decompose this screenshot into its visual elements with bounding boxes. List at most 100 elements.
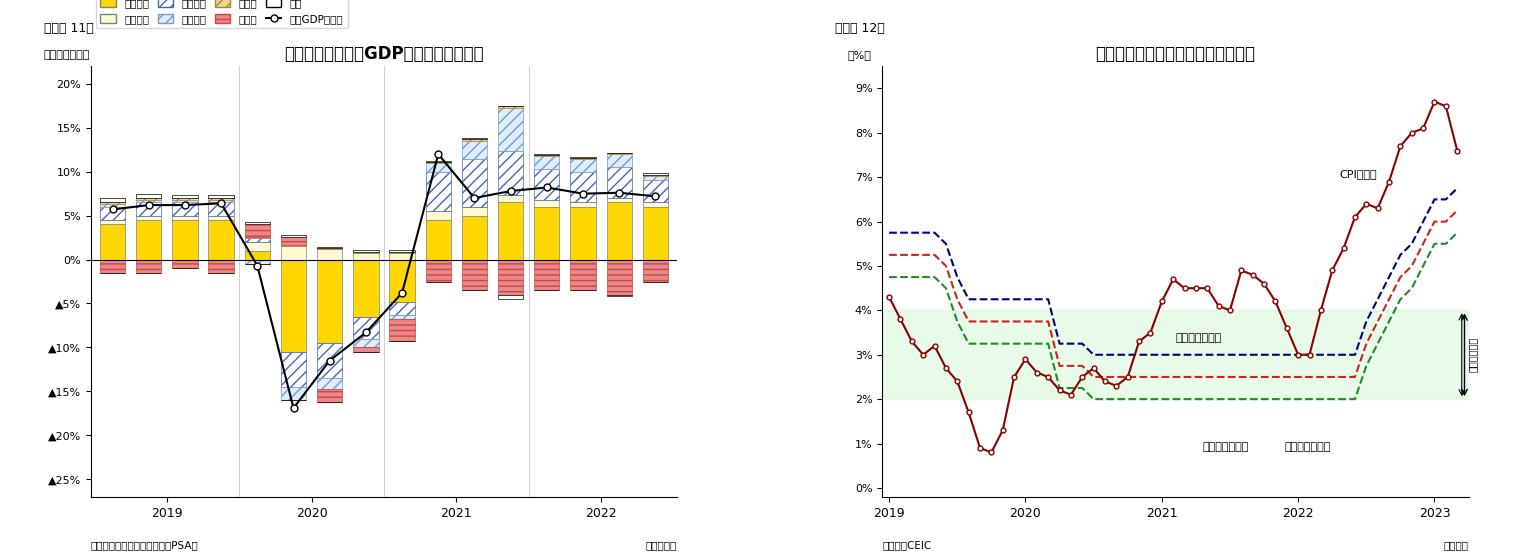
Bar — [425, 161, 451, 162]
Bar — [643, 207, 668, 259]
Bar — [498, 151, 524, 195]
Text: （図表 11）: （図表 11） — [44, 22, 94, 35]
Legend: 民間消費, 政府消費, 資本投資, 在庫変動, 貴重品, 純輸出, 誤差, 実質GDP成長率: 民間消費, 政府消費, 資本投資, 在庫変動, 貴重品, 純輸出, 誤差, 実質… — [95, 0, 348, 28]
Bar — [498, 195, 524, 203]
Bar — [353, 252, 378, 259]
Bar — [280, 387, 306, 400]
Bar — [316, 248, 342, 249]
Bar — [534, 156, 560, 169]
Bar — [534, 259, 560, 290]
Bar — [534, 200, 560, 207]
Bar — [209, 216, 233, 220]
Text: （月次）: （月次） — [1443, 540, 1469, 550]
Bar — [136, 203, 162, 216]
Bar — [353, 347, 378, 352]
Bar — [173, 200, 198, 203]
Bar — [173, 220, 198, 259]
Bar — [100, 220, 126, 225]
Bar — [173, 259, 198, 268]
Bar — [607, 154, 631, 167]
Bar — [389, 252, 415, 259]
Bar — [280, 352, 306, 387]
Bar — [571, 207, 595, 259]
Text: CPI上昇率: CPI上昇率 — [1338, 169, 1376, 179]
Text: （%）: （%） — [848, 50, 871, 60]
Bar — [100, 198, 126, 203]
Bar — [280, 259, 306, 352]
Bar — [643, 173, 668, 175]
Bar — [245, 237, 269, 242]
Bar — [136, 194, 162, 198]
Bar — [353, 250, 378, 252]
Bar — [643, 176, 668, 181]
Text: （四半期）: （四半期） — [646, 540, 677, 550]
Bar — [173, 203, 198, 216]
Bar — [425, 172, 451, 211]
Bar — [173, 195, 198, 198]
Bar — [462, 259, 488, 290]
Bar — [316, 259, 342, 343]
Bar — [280, 246, 306, 259]
Bar — [353, 317, 378, 338]
Bar — [136, 220, 162, 259]
Bar — [209, 203, 233, 216]
Bar — [100, 225, 126, 259]
Bar — [462, 158, 488, 207]
Bar — [571, 157, 595, 158]
Bar — [100, 204, 126, 207]
Bar — [280, 235, 306, 237]
Bar — [425, 259, 451, 282]
Title: フィリピンの実質GDP成長率（需要側）: フィリピンの実質GDP成長率（需要側） — [285, 45, 484, 63]
Bar — [100, 259, 126, 273]
Bar — [607, 167, 631, 198]
Bar — [389, 259, 415, 302]
Bar — [209, 198, 233, 200]
Bar — [280, 237, 306, 246]
Text: 翌日物貸出金利: 翌日物貸出金利 — [1175, 333, 1222, 343]
Bar — [353, 338, 378, 347]
Bar — [425, 163, 451, 172]
Title: フィリピンのインフレ率と政策金利: フィリピンのインフレ率と政策金利 — [1096, 45, 1255, 63]
Bar — [209, 259, 233, 273]
Bar — [425, 211, 451, 220]
Bar — [607, 259, 631, 295]
Bar — [245, 251, 269, 259]
Bar — [209, 200, 233, 203]
Bar — [136, 216, 162, 220]
Bar — [534, 154, 560, 155]
Bar — [643, 175, 668, 176]
Bar — [136, 198, 162, 200]
Bar — [643, 203, 668, 207]
Bar — [643, 259, 668, 282]
Bar — [498, 259, 524, 295]
Text: （資料）CEIC: （資料）CEIC — [883, 540, 931, 550]
Bar — [571, 172, 595, 203]
Bar — [425, 162, 451, 163]
Bar — [607, 198, 631, 203]
Bar — [462, 141, 488, 158]
Text: （資料）フィリピン統計庁（PSA）: （資料）フィリピン統計庁（PSA） — [91, 540, 198, 550]
Bar — [316, 378, 342, 389]
Bar — [173, 216, 198, 220]
Bar — [462, 207, 488, 216]
Bar — [883, 310, 1469, 399]
Bar — [353, 259, 378, 317]
Bar — [316, 343, 342, 378]
Bar — [571, 203, 595, 207]
Bar — [209, 195, 233, 198]
Bar — [245, 259, 269, 264]
Bar — [643, 181, 668, 203]
Text: 翌日物借入金利: 翌日物借入金利 — [1284, 442, 1331, 452]
Bar — [316, 247, 342, 248]
Bar — [534, 169, 560, 200]
Text: 翌日物預金金利: 翌日物預金金利 — [1202, 442, 1249, 452]
Bar — [100, 207, 126, 220]
Bar — [498, 203, 524, 259]
Text: （図表 12）: （図表 12） — [836, 22, 886, 35]
Bar — [100, 203, 126, 204]
Bar — [316, 389, 342, 402]
Bar — [534, 207, 560, 259]
Bar — [173, 198, 198, 200]
Bar — [607, 203, 631, 259]
Bar — [425, 220, 451, 259]
